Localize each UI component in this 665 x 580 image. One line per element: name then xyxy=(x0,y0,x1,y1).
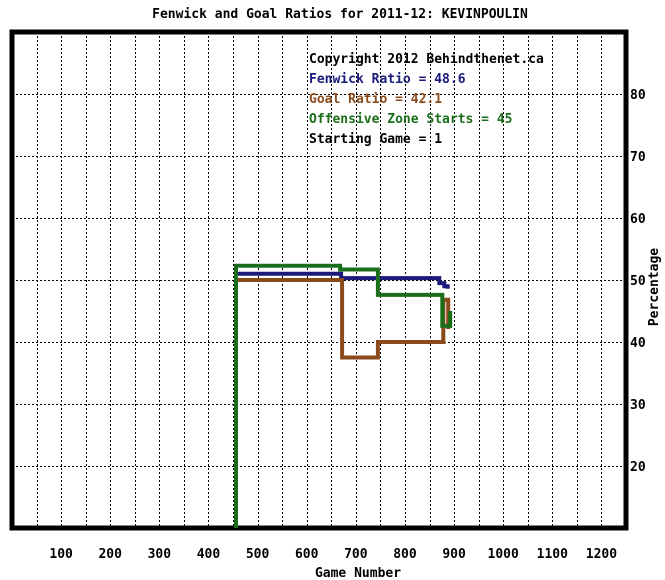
annotation-1: Copyright 2012 Behindthenet.ca xyxy=(309,52,544,67)
annotation-5: Starting Game = 1 xyxy=(309,132,442,147)
x-tick-label: 900 xyxy=(442,547,466,562)
x-axis-label: Game Number xyxy=(315,566,401,580)
annotation-4: Offensive Zone Starts = 45 xyxy=(309,112,513,127)
x-tick-label: 600 xyxy=(295,547,319,562)
x-tick-label: 100 xyxy=(49,547,73,562)
y-tick-labels: 20 30 40 50 60 70 80 xyxy=(630,88,646,475)
y-tick-label: 40 xyxy=(630,336,646,351)
series-line-3 xyxy=(234,263,453,528)
x-tick-label: 800 xyxy=(393,547,417,562)
x-tick-label: 1100 xyxy=(537,547,568,562)
y-tick-label: 20 xyxy=(630,460,646,475)
y-tick-label: 80 xyxy=(630,88,646,103)
annotation-2: Fenwick Ratio = 48.6 xyxy=(309,72,466,87)
chart-title: Fenwick and Goal Ratios for 2011-12: KEV… xyxy=(152,7,528,22)
x-tick-label: 500 xyxy=(246,547,270,562)
series-lines xyxy=(234,263,453,528)
x-tick-labels: 100 200 300 400 500 600 700 800 900 1000 1100 1200 xyxy=(49,547,617,562)
y-tick-label: 70 xyxy=(630,150,646,165)
legend-annotations: Copyright 2012 Behindthenet.ca Fenwick Ra… xyxy=(309,52,544,147)
series-line-1 xyxy=(237,271,450,289)
plot-frame xyxy=(9,29,629,531)
y-axis-label: Percentage xyxy=(647,248,662,326)
x-tick-label: 1000 xyxy=(488,547,519,562)
y-tick-label: 60 xyxy=(630,212,646,227)
x-tick-label: 700 xyxy=(344,547,368,562)
series-line-2 xyxy=(237,278,451,360)
x-tick-label: 1200 xyxy=(586,547,617,562)
x-tick-label: 400 xyxy=(197,547,221,562)
annotation-3: Goal Ratio = 42.1 xyxy=(309,92,442,107)
x-tick-label: 300 xyxy=(148,547,172,562)
y-tick-label: 50 xyxy=(630,274,646,289)
y-tick-label: 30 xyxy=(630,398,646,413)
x-tick-label: 200 xyxy=(98,547,122,562)
